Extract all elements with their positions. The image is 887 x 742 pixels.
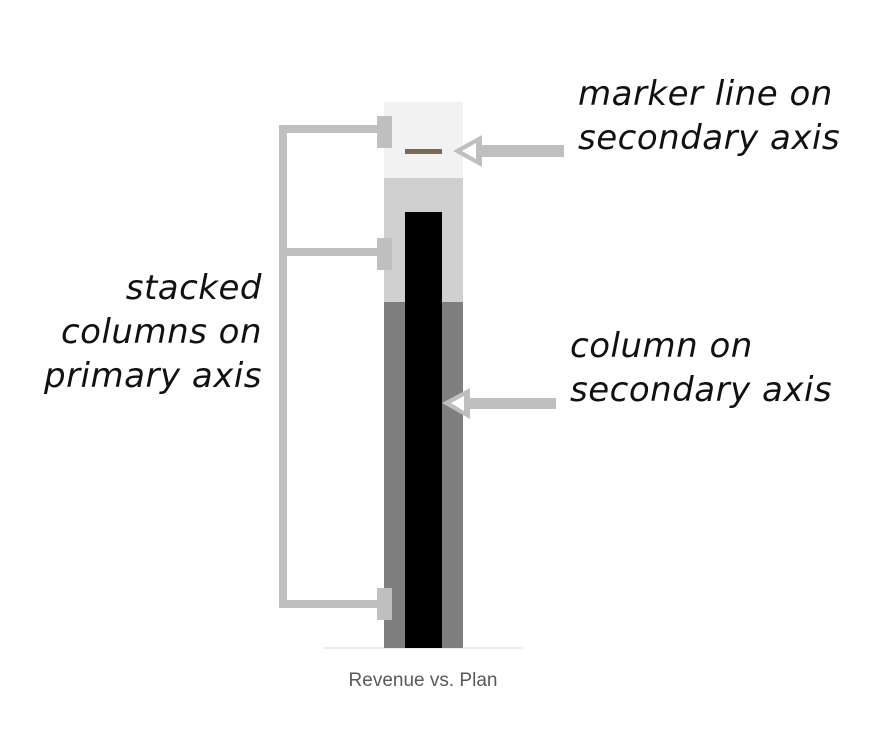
stacked-columns-bracket [279,125,379,608]
annotation-marker-line: marker line on secondary axis [578,72,840,160]
annotation-line: secondary axis [570,370,833,410]
annotation-line: columns on [60,312,262,352]
secondary-axis-marker-line [405,149,442,154]
bracket-tab-middle [377,238,392,270]
category-axis-label: Revenue vs. Plan [348,670,498,691]
arrow-to-marker-line [453,135,564,167]
secondary-axis-column [405,212,442,648]
bracket-tab-top [377,116,392,148]
bracket-vertical [279,125,379,608]
arrow-to-secondary-column [442,388,556,419]
annotation-line: primary axis [44,356,262,396]
annotation-stacked-columns: stacked columns on primary axis [30,266,262,398]
annotation-line: secondary axis [578,118,841,158]
annotation-line: column on [570,326,753,366]
annotation-line: marker line on [578,74,833,114]
bracket-tab-bottom [377,588,392,620]
annotation-line: stacked [125,268,262,308]
stacked-segment-top [384,102,463,178]
annotation-column-secondary: column on secondary axis [570,324,832,412]
